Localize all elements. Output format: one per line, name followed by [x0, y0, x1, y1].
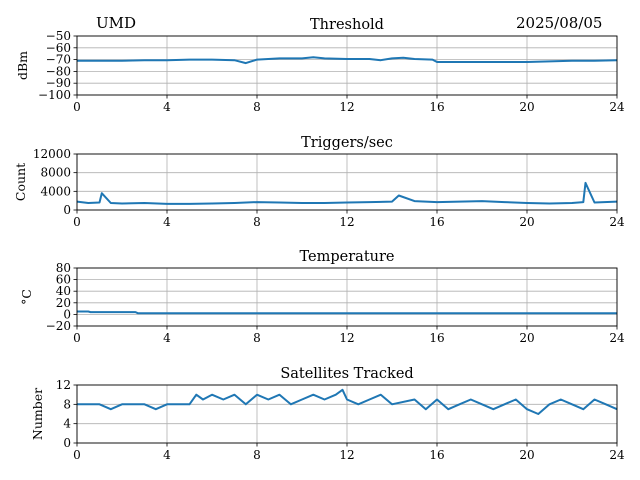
triggers-xtick-label: 12 [339, 215, 354, 229]
threshold-title: Threshold [310, 17, 384, 33]
threshold-xtick-label: 4 [163, 100, 171, 114]
satellites-panel: 0 4 8 12 16 20 24 12 8 4 0 Satellites Tracked Number [30, 366, 625, 462]
temperature-ytick-label: 0 [63, 307, 71, 321]
threshold-panel: 0 4 8 12 16 20 24 −50−60−70−80−90−100 Threshold d… [15, 17, 625, 114]
temperature-xtick-label: 20 [519, 331, 534, 345]
satellites-xtick-label: 12 [339, 448, 354, 462]
satellites-xtick-label: 0 [73, 448, 81, 462]
triggers-xtick-label: 20 [519, 215, 534, 229]
triggers-ylabel: Count [13, 163, 28, 201]
threshold-xtick-label: 8 [253, 100, 261, 114]
date-label: 2025/08/05 [516, 14, 602, 32]
satellites-xtick-label: 24 [609, 448, 625, 462]
triggers-panel: 0 4 8 12 16 20 24 12000 8000 4000 0 Triggers/sec Cou… [13, 135, 625, 229]
triggers-xtick-label: 0 [73, 215, 81, 229]
threshold-xtick-label: 24 [609, 100, 625, 114]
satellites-title: Satellites Tracked [280, 366, 413, 382]
triggers-ytick-label: 4000 [40, 184, 71, 198]
satellites-xtick-label: 20 [519, 448, 534, 462]
triggers-xtick-label: 8 [253, 215, 261, 229]
temperature-ylabel: °C [19, 289, 34, 305]
threshold-xtick-label: 12 [339, 100, 354, 114]
temperature-title: Temperature [300, 249, 395, 265]
threshold-ytick-label: −100 [38, 88, 71, 102]
threshold-ytick-label: −50 [46, 29, 71, 43]
temperature-xtick-label: 0 [73, 331, 81, 345]
threshold-xtick-label: 20 [519, 100, 534, 114]
threshold-series-line [77, 56, 618, 65]
threshold-ytick-label: −80 [46, 64, 71, 78]
temperature-series-line [77, 310, 617, 315]
satellites-series-line [77, 388, 618, 415]
threshold-ytick-label: −90 [46, 76, 71, 90]
threshold-ytick-label: −70 [46, 53, 71, 67]
satellites-xtick-label: 4 [163, 448, 171, 462]
temperature-ytick-label: −20 [46, 319, 71, 333]
threshold-xtick-label: 0 [73, 100, 81, 114]
satellites-xtick-label: 8 [253, 448, 261, 462]
satellites-xtick-label: 16 [429, 448, 444, 462]
temperature-xtick-label: 8 [253, 331, 261, 345]
temperature-ytick-label: 20 [56, 296, 71, 310]
temperature-ytick-label: 60 [56, 273, 71, 287]
satellites-ylabel: Number [30, 388, 45, 440]
satellites-ytick-label: 12 [56, 378, 71, 392]
triggers-ytick-label: 0 [63, 203, 71, 217]
temperature-xtick-label: 12 [339, 331, 354, 345]
triggers-ytick-label: 12000 [33, 147, 71, 161]
satellites-ytick-label: 4 [63, 417, 71, 431]
triggers-xtick-label: 16 [429, 215, 444, 229]
triggers-xtick-label: 4 [163, 215, 171, 229]
temperature-xtick-label: 4 [163, 331, 171, 345]
temperature-xtick-label: 16 [429, 331, 444, 345]
triggers-ytick-label: 8000 [40, 166, 71, 180]
triggers-xtick-label: 24 [609, 215, 625, 229]
satellites-ytick-label: 0 [63, 436, 71, 450]
threshold-ytick-label: −60 [46, 41, 71, 55]
temperature-ytick-label: 80 [56, 261, 71, 275]
triggers-title: Triggers/sec [301, 135, 393, 151]
triggers-series-line [76, 181, 618, 205]
satellites-ytick-label: 8 [63, 397, 71, 411]
station-label: UMD [96, 14, 136, 32]
temperature-xtick-label: 24 [609, 331, 625, 345]
threshold-xtick-label: 16 [429, 100, 444, 114]
temperature-ytick-label: 40 [56, 284, 71, 298]
threshold-ylabel: dBm [15, 51, 30, 80]
